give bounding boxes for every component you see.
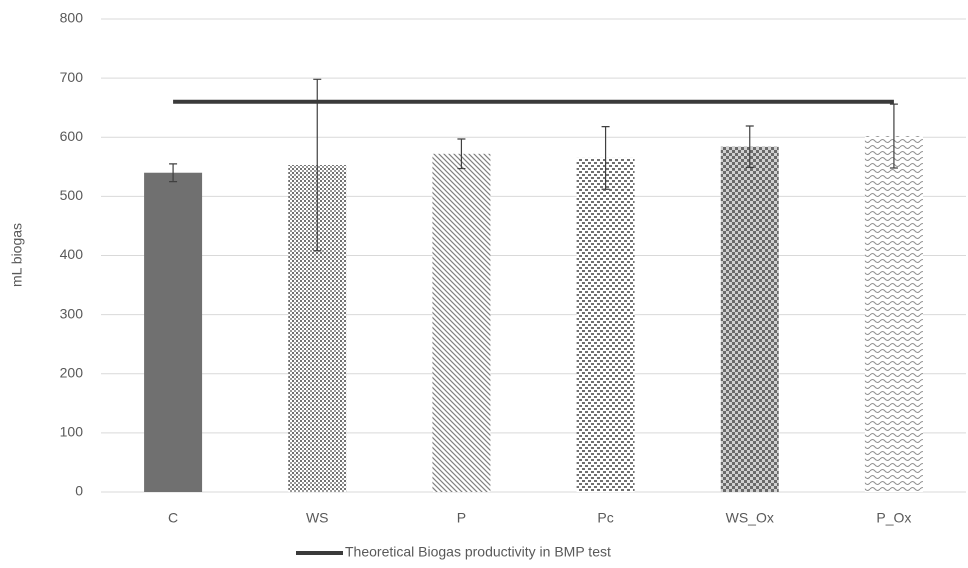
x-tick-label: Pc (597, 510, 613, 526)
x-tick-label: C (168, 510, 178, 526)
y-tick-label: 500 (60, 187, 84, 203)
error-bar (601, 126, 610, 190)
x-tick-label: P_Ox (876, 510, 911, 526)
y-axis-label: mL biogas (9, 223, 25, 287)
error-bar (745, 125, 754, 169)
bar (720, 146, 779, 492)
legend-label: Theoretical Biogas productivity in BMP t… (345, 544, 611, 560)
bar (432, 153, 491, 492)
x-tick-label: WS_Ox (726, 510, 774, 526)
x-tick-label: WS (306, 510, 329, 526)
y-tick-label: 0 (75, 483, 83, 499)
error-bar (889, 103, 898, 169)
error-bar (169, 163, 178, 183)
y-tick-label: 400 (60, 246, 84, 262)
bar (864, 136, 923, 492)
bar (144, 172, 203, 492)
y-tick-label: 200 (60, 364, 84, 380)
x-tick-label: P (457, 510, 466, 526)
y-tick-label: 300 (60, 305, 84, 321)
error-bar (457, 138, 466, 170)
y-tick-label: 800 (60, 10, 84, 26)
error-bar (313, 78, 322, 252)
y-tick-label: 100 (60, 424, 84, 440)
y-tick-label: 600 (60, 128, 84, 144)
y-tick-label: 700 (60, 69, 84, 85)
bar (576, 157, 635, 492)
